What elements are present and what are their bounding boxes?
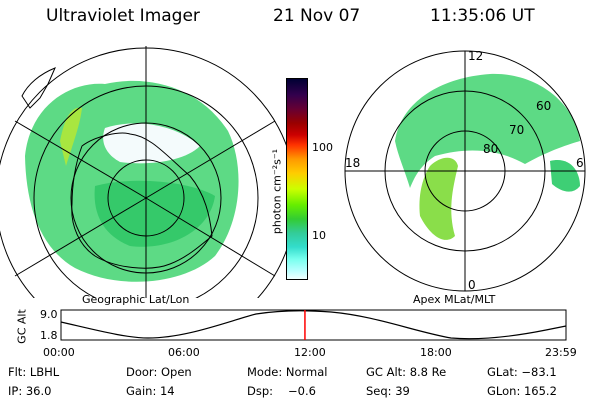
- uv-emission-core: [94, 180, 215, 247]
- time-tick-0000: 00:00: [43, 346, 75, 359]
- apex-polar-plot: 12 18 6 0 60 70 80: [344, 49, 586, 292]
- gain-info: Gain: 14: [126, 384, 175, 398]
- uv-emission-bright: [60, 107, 82, 166]
- orbit-altitude-plot: [60, 309, 567, 341]
- apex-caption: Apex MLat/MLT: [413, 293, 496, 306]
- uv-emission-oval: [395, 73, 580, 188]
- mlt-label-18: 18: [345, 156, 360, 170]
- time-tick-1200: 12:00: [294, 346, 326, 359]
- gc-alt-axis-label: GC Alt: [15, 309, 29, 344]
- mlt-label-12: 12: [468, 49, 483, 63]
- mlt-label-0: 0: [468, 278, 476, 292]
- image-date: 21 Nov 07: [273, 6, 361, 26]
- glon-info: GLon: 165.2: [487, 384, 557, 398]
- time-tick-0600: 06:00: [168, 346, 200, 359]
- alt-tick-1-8: 1.8: [40, 329, 58, 342]
- geographic-caption: Geographic Lat/Lon: [82, 293, 190, 306]
- uv-emission-arc: [419, 157, 458, 240]
- mlt-label-6: 6: [576, 156, 584, 170]
- mlat-label-80: 80: [483, 142, 498, 156]
- mlat-label-70: 70: [509, 123, 524, 137]
- coastline-south-america: [21, 67, 56, 109]
- seq-info: Seq: 39: [366, 384, 410, 398]
- intensity-colorbar: [286, 78, 308, 280]
- door-info: Door: Open: [126, 365, 192, 379]
- gc-alt-info: GC Alt: 8.8 Re: [366, 365, 447, 379]
- glat-info: GLat: −83.1: [487, 365, 557, 379]
- altitude-curve: [60, 310, 567, 340]
- dsp-label: Dsp:: [247, 384, 274, 398]
- instrument-title: Ultraviolet Imager: [46, 6, 200, 26]
- mode-info: Mode: Normal: [247, 365, 328, 379]
- image-time: 11:35:06 UT: [430, 6, 535, 26]
- alt-tick-9: 9.0: [40, 308, 58, 321]
- time-tick-2359: 23:59: [545, 346, 577, 359]
- coastline-antarctica: [71, 132, 213, 269]
- dsp-value: −0.6: [288, 384, 316, 398]
- colorbar-tick-10: 10: [312, 229, 326, 242]
- colorbar-unit-label: photon cm⁻²s⁻¹: [270, 148, 284, 235]
- colorbar-tick-100: 100: [312, 141, 333, 154]
- time-tick-1800: 18:00: [420, 346, 452, 359]
- mlat-label-60: 60: [536, 99, 551, 113]
- ip-info: IP: 36.0: [8, 384, 52, 398]
- geographic-map: [0, 46, 290, 298]
- filter-info: Flt: LBHL: [8, 365, 60, 379]
